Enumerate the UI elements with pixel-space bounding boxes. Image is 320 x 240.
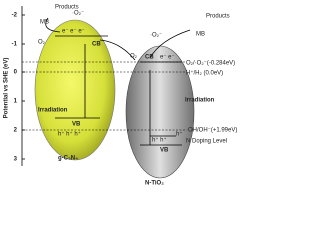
tick: -2 [12,13,18,19]
band-edges [45,17,191,146]
label: Products [206,14,230,20]
level: O₂/·O₂⁻(-0.284eV) [186,61,235,67]
gcn-band [34,19,116,161]
label: MB [196,32,205,38]
label: ·O₂⁻ [150,33,162,39]
tio2-band [125,45,195,179]
label: VB [160,148,169,154]
tick: 2 [14,128,18,134]
label: N-TiO₂ [145,181,164,187]
tick: -1 [12,42,18,48]
tick: 3 [14,157,18,163]
label: CB [145,55,154,61]
label: MB [40,20,49,26]
label: CB [92,42,101,48]
tick: 1 [14,99,18,105]
tick: 0 [14,70,18,76]
label: e⁻ e⁻ [160,55,175,61]
label: VB [72,122,81,128]
label: Irradiation [185,98,215,104]
label: Products [55,5,79,11]
label: Irradiation [38,108,68,114]
label: h⁺ [176,131,183,138]
label: O₂ [130,54,138,60]
level: H⁺/H₂ (0.0eV) [186,70,223,77]
label: ·O₂⁻ [72,11,84,17]
label: O₂ [38,40,46,46]
diagram: -2 -1 0 1 2 3 Potential vs SHE (eV) Prod… [4,5,238,187]
label: g-C₃N₄ [58,156,78,162]
level: N Doping Level [186,139,227,145]
axis-label: Potential vs SHE (eV) [4,58,10,119]
label: h⁺ h⁺ h⁺ [58,131,81,138]
axis [21,6,25,166]
label: h⁺ h⁺ [152,137,167,144]
level: ·OH/OH⁻(+1.99eV) [186,128,237,134]
label: e⁻ e⁻ e⁻ [62,29,85,35]
